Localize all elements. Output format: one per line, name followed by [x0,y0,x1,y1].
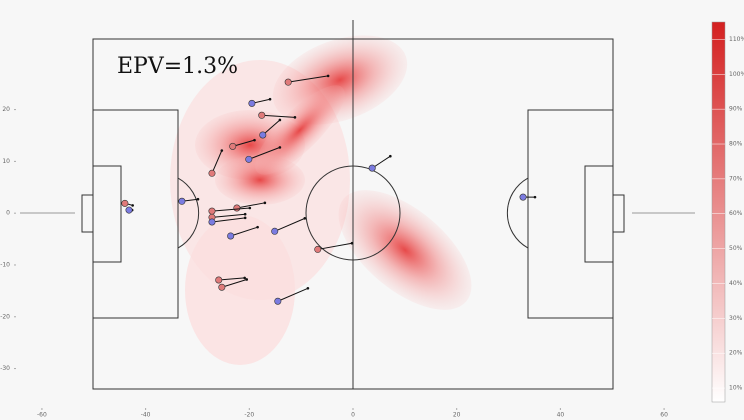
x-tick-label: -20 [244,412,254,419]
player [125,206,133,214]
arrow-head [278,146,282,149]
player [208,169,216,177]
arrow-head [245,278,249,281]
colorbar-label: 40% [729,280,743,287]
player [258,111,266,119]
x-tick-label: 0 [351,412,355,419]
arrow-head [278,118,282,122]
colorbar [711,21,726,403]
colorbar-label: 50% [729,245,743,252]
arrow-head [248,206,252,210]
colorbar-label: 20% [729,350,743,357]
arrow-head [293,116,297,119]
x-tick-label: 40 [557,412,565,419]
colorbar-label: 60% [729,210,743,217]
velocity-arrow [288,75,329,83]
velocity-arrow [371,155,391,169]
player [229,142,237,150]
velocity-arrow [221,278,247,288]
player [208,207,216,215]
y-tick-label: -10 [0,261,10,268]
velocity-arrow [317,242,353,250]
velocity-arrow [248,146,281,160]
arrow-head [350,241,354,245]
velocity-arrow [211,150,223,174]
arrow-head [268,97,272,101]
colorbar-label: 10% [729,385,743,392]
player [259,131,267,139]
x-tick-label: 20 [453,412,461,419]
velocity-arrow [261,114,295,118]
y-tick-label: -30 [0,365,10,372]
colorbar-label: 80% [729,141,743,148]
arrow-head [389,154,392,158]
arrow-head [533,195,537,199]
player [245,155,253,163]
arrow-head [256,225,259,229]
arrow-head [243,212,247,216]
x-tick-label: 60 [660,412,668,419]
x-tick-label: -60 [37,412,47,419]
velocity-arrow [211,213,246,218]
arrow-head [131,204,134,207]
player [178,197,186,205]
epv-label: EPV=1.3% [117,54,238,79]
arrow-head [303,217,307,220]
velocity-arrow [277,287,309,302]
velocity-arrow [262,119,281,136]
colorbar-label: 70% [729,175,743,182]
player [284,78,292,86]
velocity-arrow [274,217,305,232]
colorbar-label: 110% [729,36,744,43]
player [519,193,527,201]
y-tick-label: -20 [0,313,10,320]
pitch [20,20,695,390]
velocity-arrow [232,139,255,147]
y-tick-label: 10 [2,158,10,165]
x-tick-label: -40 [141,412,151,419]
player [271,227,279,235]
heatmap [170,35,472,365]
player [121,199,129,207]
colorbar-label: 30% [729,315,743,322]
arrow-head [243,276,246,280]
player [314,245,322,253]
velocity-arrow [230,226,258,237]
player [215,276,223,284]
player [208,218,216,226]
arrow-head [220,149,224,152]
velocity-arrow [236,202,265,209]
colorbar-label: 90% [729,106,743,113]
y-tick-label: 0 [6,210,10,217]
player [218,283,226,291]
player [248,99,256,107]
arrow-head [243,216,247,220]
player [233,204,241,212]
arrow-head [306,286,310,290]
player [274,297,282,305]
arrow-head [196,197,200,201]
velocity-arrow [211,207,250,212]
player [368,164,376,172]
colorbar-label: 100% [729,71,744,78]
velocity-arrow [218,277,245,281]
player [227,232,235,240]
arrow-head [326,74,330,78]
arrow-head [253,138,256,142]
y-tick-label: 20 [2,106,10,113]
arrow-head [263,201,267,205]
velocity-arrow [211,217,246,223]
